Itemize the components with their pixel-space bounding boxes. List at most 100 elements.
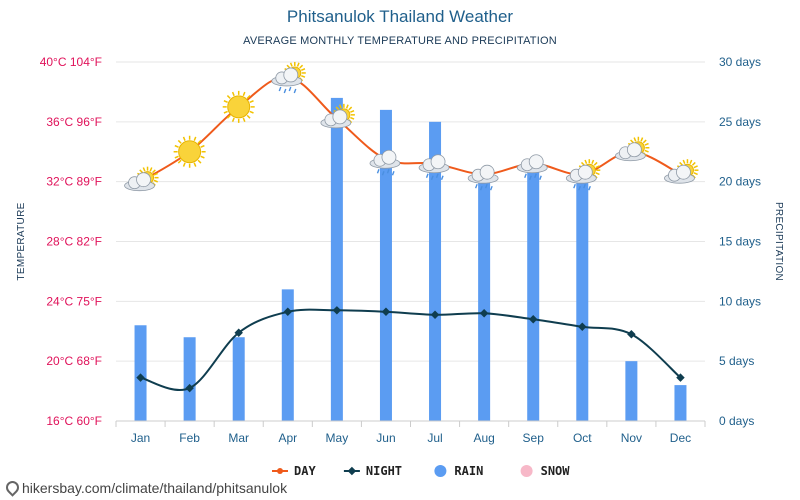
right-tick-label: 15 days: [719, 235, 761, 249]
sun-ray: [300, 74, 306, 78]
rain-bar: [625, 361, 638, 421]
rain-drop: [376, 168, 380, 174]
rain-bar: [478, 181, 491, 421]
sun-ray: [151, 169, 156, 174]
legend-marker: [277, 468, 283, 474]
sun-ray: [153, 179, 158, 183]
grid-lines: [116, 61, 705, 422]
sun-ray: [242, 91, 246, 97]
rain-drop: [391, 170, 395, 176]
source-link[interactable]: hikersbay.com/climate/thailand/phitsanul…: [3, 478, 288, 497]
x-tick-label: Jul: [427, 431, 442, 445]
sun-ray: [193, 162, 197, 167]
sun-ray: [300, 68, 306, 71]
sun-ray: [242, 117, 246, 122]
rain-drop: [573, 183, 576, 189]
sun-ray: [226, 114, 231, 119]
x-tick-label: Aug: [473, 431, 494, 445]
x-tick-label: May: [326, 431, 349, 445]
sun-disc: [178, 140, 202, 164]
left-tick-label: 24°C 75°F: [46, 294, 102, 308]
rain-drop: [386, 168, 390, 174]
night-point: [381, 307, 391, 317]
rain-drop: [534, 173, 537, 178]
legend-label: SNOW: [541, 464, 571, 478]
sun-ray: [286, 64, 291, 69]
sun-ray: [231, 91, 235, 97]
sun-ray: [679, 161, 684, 166]
sun-ray: [149, 167, 153, 172]
sun-ray: [682, 159, 686, 165]
rain-drop: [435, 173, 439, 178]
legend-label: RAIN: [454, 464, 483, 478]
sun-ray: [200, 155, 205, 159]
sun-icon: [173, 135, 206, 168]
x-tick-label: Oct: [573, 431, 592, 445]
sun-ray: [182, 136, 186, 141]
cloud-puff: [430, 154, 446, 170]
sun-ray: [299, 64, 304, 69]
sun-ray: [350, 109, 355, 113]
weather-icons: [124, 61, 699, 192]
cloud-rain-icon: [369, 149, 401, 176]
cloud-rain-icon: [516, 154, 548, 180]
rain-drop: [293, 88, 297, 94]
rain-bar: [379, 109, 392, 421]
sun-ray: [595, 165, 600, 169]
sun-ray: [226, 95, 231, 99]
legend-item-day: DAY: [272, 464, 316, 478]
sun-ray: [591, 159, 595, 165]
axes: 16°C 60°F 20°C 68°F 24°C 75°F 28°C 82°F 32°C…: [16, 55, 784, 445]
rain-drop: [524, 173, 527, 178]
rain-bar: [429, 121, 442, 421]
rain-drop: [474, 183, 478, 189]
sun-ray: [139, 169, 144, 174]
cloud-puff: [332, 109, 348, 125]
night-point: [283, 307, 293, 317]
night-point: [332, 306, 342, 315]
source-url-text: hikersbay.com/climate/thailand/phitsanul…: [22, 480, 288, 496]
rain-drop: [425, 173, 429, 178]
left-tick-label: 28°C 82°F: [46, 235, 102, 249]
sun-cloud-icon: [664, 159, 699, 184]
right-tick-label: 20 days: [719, 175, 761, 189]
sun-ray: [223, 100, 228, 103]
right-tick-label: 30 days: [719, 55, 761, 69]
sun-ray: [584, 159, 588, 165]
rain-drop: [278, 86, 282, 92]
sun-ray: [595, 172, 600, 176]
sun-ray: [689, 159, 693, 165]
sun-disc: [227, 95, 251, 119]
sun-ray: [630, 139, 634, 144]
cloud-puff: [676, 164, 691, 180]
night-point: [528, 315, 538, 324]
rain-drop: [539, 175, 542, 180]
night-point: [578, 322, 587, 332]
sun-ray: [640, 137, 644, 142]
sun-ray: [182, 162, 186, 167]
sun-ray: [593, 161, 598, 166]
sun-ray: [193, 136, 197, 141]
rain-bar: [674, 385, 687, 421]
cloud-puff: [479, 164, 495, 180]
sun-ray: [350, 116, 355, 120]
cloud-puff: [136, 172, 151, 188]
rain-drop: [484, 183, 488, 189]
sun-ray: [642, 139, 647, 144]
sun-ray: [338, 104, 342, 109]
left-tick-label: 40°C 104°F: [40, 55, 102, 69]
sun-ray: [693, 165, 698, 169]
sun-ray: [348, 106, 353, 111]
rain-bars: [134, 97, 687, 422]
sun-ray: [153, 172, 158, 176]
sun-cloud-rain-icon: [565, 159, 601, 191]
x-tick-label: Nov: [621, 431, 642, 445]
legend-marker: [434, 465, 447, 477]
cloud-puff: [528, 154, 544, 170]
sun-ray: [174, 155, 179, 159]
rain-drop: [489, 185, 493, 191]
rain-bar: [134, 325, 147, 421]
legend-item-snow: SNOW: [520, 464, 571, 478]
night-point: [136, 373, 145, 382]
